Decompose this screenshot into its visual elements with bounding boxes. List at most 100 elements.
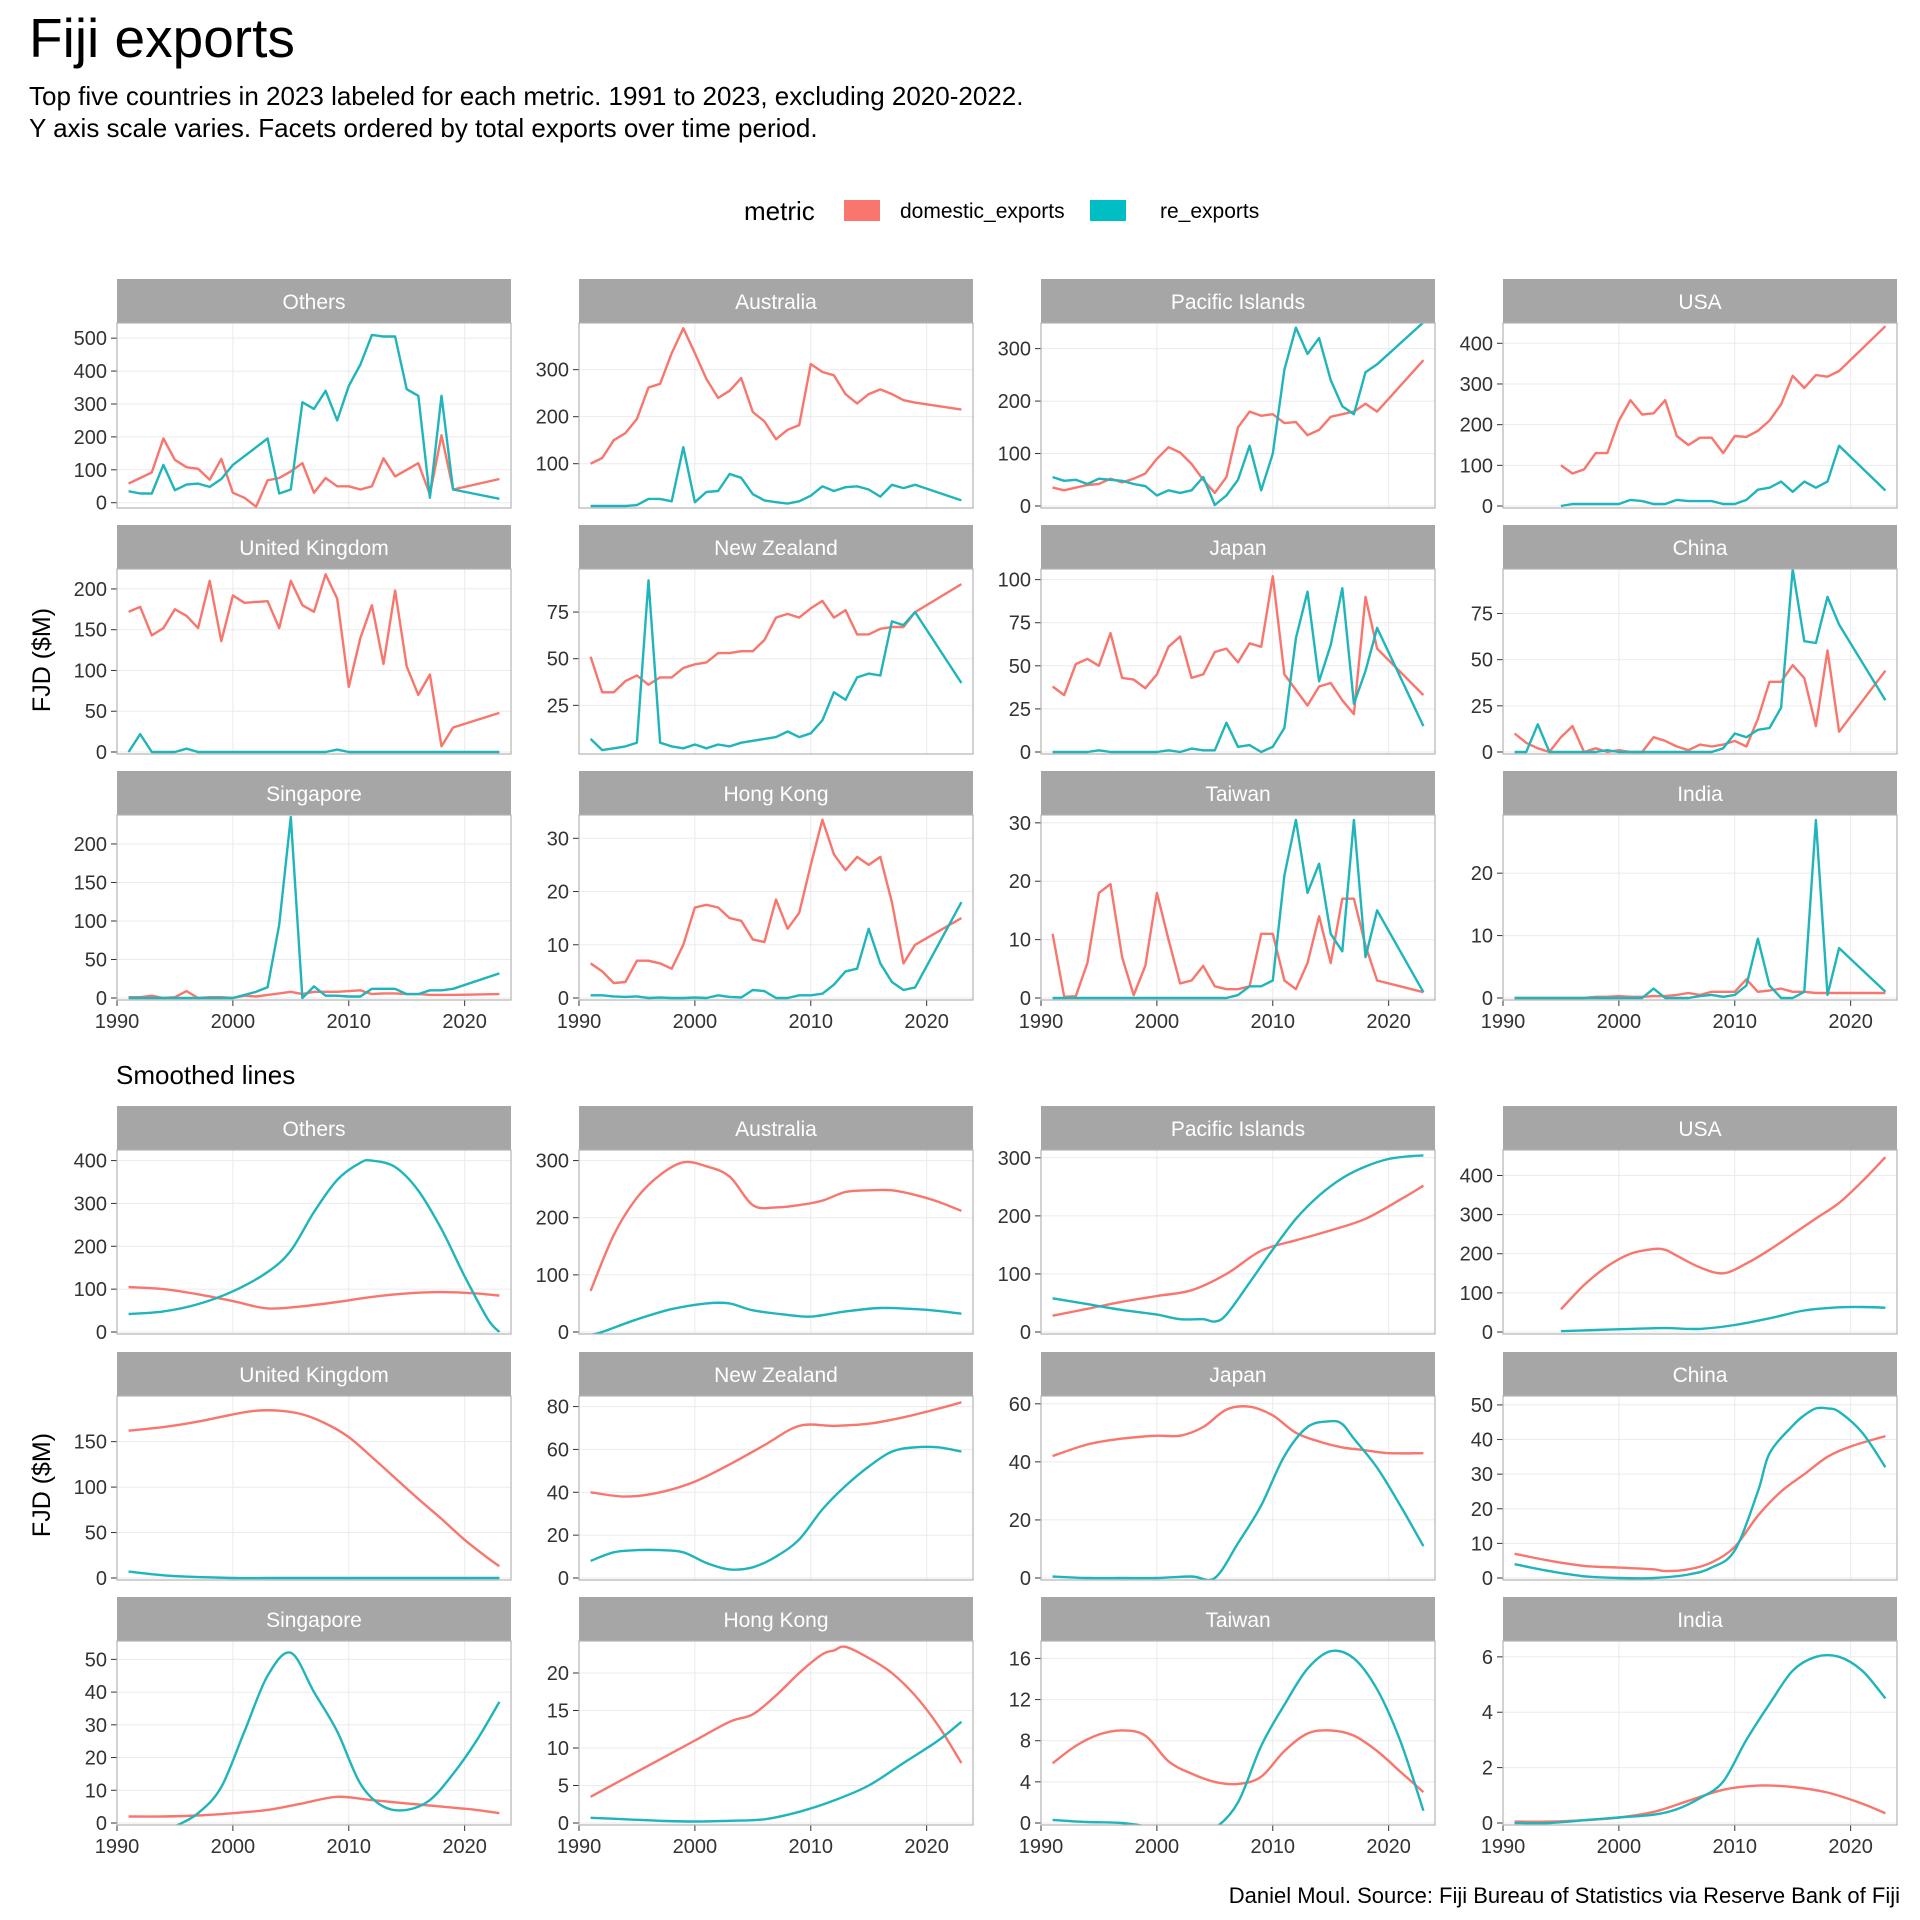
panel-border: [578, 1149, 974, 1335]
series-line-domestic-exports: [1560, 325, 1887, 475]
series-line-domestic-exports: [128, 573, 500, 748]
y-tick-label: 0: [1482, 1813, 1493, 1835]
y-tick-label: 100: [74, 1477, 107, 1499]
chart-subtitle-line-1: Top five countries in 2023 labeled for e…: [29, 81, 1024, 111]
panel-border: [116, 1149, 512, 1335]
panel-border: [1502, 1640, 1898, 1826]
series-line-domestic-exports: [1513, 649, 1887, 754]
y-tick-label: 100: [998, 570, 1031, 592]
panel-border: [1502, 568, 1898, 755]
section-title-smoothed: Smoothed lines: [116, 1060, 295, 1090]
facet-strip: [117, 525, 511, 569]
series-line-re-exports: [1052, 1419, 1425, 1580]
y-tick-label: 10: [547, 935, 569, 957]
facet-strip-label: China: [1673, 1364, 1728, 1387]
series-line-re-exports: [590, 446, 962, 508]
facet-strip: [117, 1106, 511, 1150]
facet-raw-taiwan: Taiwan 0 10 20 30 1990 2000 2010 2020: [1009, 771, 1436, 1033]
y-tick-label: 20: [1471, 1499, 1493, 1521]
series-line-re-exports: [127, 732, 500, 754]
facet-strip-label: Singapore: [266, 783, 362, 806]
x-tick-label: 2010: [327, 1011, 372, 1033]
series-line-domestic-exports: [1514, 1434, 1886, 1573]
y-tick-label: 30: [85, 1715, 107, 1737]
facet-strip: [579, 1352, 973, 1396]
y-tick-label: 100: [1460, 455, 1493, 477]
panel-border: [1502, 1395, 1898, 1581]
y-tick-label: 0: [96, 493, 107, 515]
series-line-re-exports: [1514, 818, 1887, 1000]
y-tick-label: 100: [998, 1264, 1031, 1286]
facet-strip: [117, 279, 511, 323]
facet-strip: [579, 771, 973, 815]
facet-strip-label: New Zealand: [714, 1364, 838, 1387]
series-line-re-exports: [1514, 569, 1887, 754]
y-tick-label: 0: [558, 988, 569, 1010]
facet-strip: [117, 771, 511, 815]
facet-strip-label: Japan: [1209, 1364, 1266, 1387]
x-tick-label: 2000: [1597, 1011, 1642, 1033]
y-tick-label: 20: [1471, 863, 1493, 885]
y-tick-label: 400: [74, 361, 107, 383]
facet-strip: [1503, 525, 1897, 569]
y-tick-label: 75: [1471, 603, 1493, 625]
x-tick-label: 2010: [327, 1836, 372, 1858]
legend-title: metric: [744, 196, 815, 226]
y-tick-label: 300: [998, 339, 1031, 361]
y-tick-label: 0: [1482, 1568, 1493, 1590]
facet-raw-new-zealand: New Zealand 25 50 75: [547, 525, 974, 755]
x-tick-label: 2020: [904, 1011, 949, 1033]
facet-smoothed-taiwan: Taiwan 0 4 8 12 16 1990 2000 2010 2020: [1009, 1597, 1436, 1858]
facet-strip: [1041, 279, 1435, 323]
y-tick-label: 10: [1471, 926, 1493, 948]
facet-strip: [1041, 1106, 1435, 1150]
series-line-domestic-exports: [1051, 1729, 1425, 1794]
facet-strip: [1503, 1352, 1897, 1396]
series-line-domestic-exports: [1052, 359, 1425, 495]
y-tick-label: 200: [998, 391, 1031, 413]
y-tick-label: 150: [74, 872, 107, 894]
series-line-re-exports: [1514, 1406, 1887, 1580]
facet-smoothed-united-kingdom: United Kingdom 0 50 100 150: [74, 1352, 512, 1590]
series-line-re-exports: [590, 1720, 963, 1823]
facet-strip-label: Taiwan: [1205, 783, 1270, 806]
panel-border: [1502, 814, 1898, 1001]
series-line-domestic-exports: [1052, 1405, 1424, 1458]
y-tick-label: 50: [85, 701, 107, 723]
chart-subtitle-line-2: Y axis scale varies. Facets ordered by t…: [29, 113, 818, 143]
y-tick-label: 300: [536, 1151, 569, 1173]
y-tick-label: 0: [1020, 1568, 1031, 1590]
series-line-re-exports: [1560, 1305, 1886, 1333]
series-line-re-exports: [590, 1445, 962, 1571]
facet-strip-label: Others: [282, 1118, 345, 1141]
y-tick-label: 5: [558, 1776, 569, 1798]
facet-strip-label: Taiwan: [1205, 1609, 1270, 1632]
y-tick-label: 20: [547, 1663, 569, 1685]
y-tick-label: 0: [96, 1813, 107, 1835]
y-tick-label: 300: [74, 1193, 107, 1215]
series-line-domestic-exports: [1051, 575, 1425, 716]
facet-raw-china: China 0 25 50 75: [1471, 525, 1898, 764]
y-tick-label: 0: [1020, 1322, 1031, 1344]
y-tick-label: 150: [74, 1432, 107, 1454]
y-tick-label: 300: [536, 360, 569, 382]
series-line-domestic-exports: [589, 818, 962, 985]
y-tick-label: 300: [1460, 1205, 1493, 1227]
y-tick-label: 200: [536, 407, 569, 429]
facet-strip: [1041, 1352, 1435, 1396]
y-tick-label: 6: [1482, 1647, 1493, 1669]
panel-border: [116, 1640, 512, 1826]
y-tick-label: 2: [1482, 1758, 1493, 1780]
facet-smoothed-others: Others 0 100 200 300 400: [74, 1106, 512, 1344]
facet-strip-label: India: [1677, 783, 1723, 806]
facet-smoothed-usa: USA 0 100 200 300 400: [1460, 1106, 1898, 1344]
y-tick-label: 200: [1460, 1244, 1493, 1266]
y-tick-label: 10: [1471, 1533, 1493, 1555]
y-tick-label: 40: [1471, 1430, 1493, 1452]
x-tick-label: 1990: [1481, 1836, 1526, 1858]
y-tick-label: 100: [74, 460, 107, 482]
y-tick-label: 16: [1009, 1648, 1031, 1670]
panel-border: [578, 568, 974, 755]
y-tick-label: 80: [547, 1397, 569, 1419]
x-tick-label: 2020: [1828, 1011, 1873, 1033]
